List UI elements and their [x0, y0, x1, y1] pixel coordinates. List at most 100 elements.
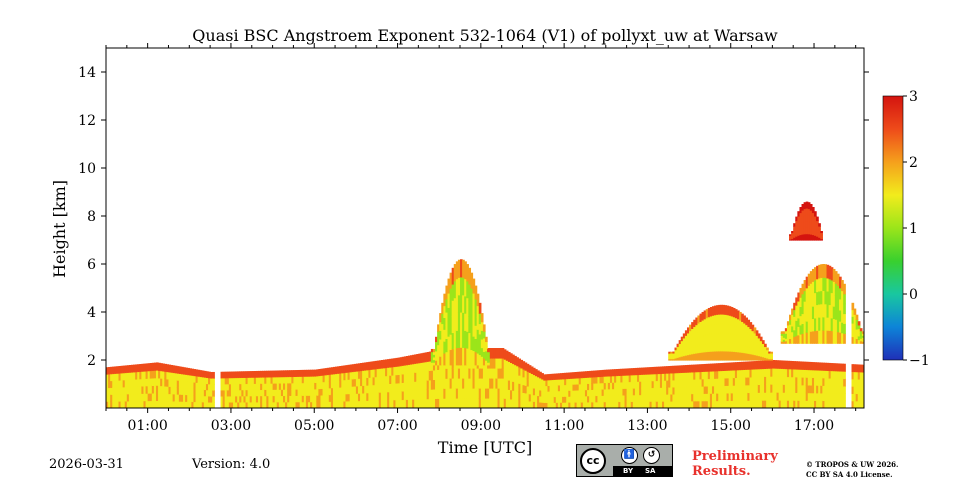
heatmap-cell	[634, 401, 638, 408]
heatmap-cell	[809, 331, 813, 344]
heatmap-cell	[591, 370, 594, 378]
heatmap-cell	[776, 400, 780, 408]
heatmap-cell	[172, 379, 176, 388]
heatmap-cell	[312, 388, 315, 396]
heatmap-cell	[736, 351, 740, 361]
heatmap-cell	[478, 302, 482, 314]
heatmap-cell	[501, 368, 505, 379]
heatmap-cell	[378, 368, 382, 377]
heatmap-cell	[811, 377, 815, 386]
heatmap-cell	[420, 353, 424, 363]
heatmap-cell	[701, 351, 705, 361]
heatmap-cell	[310, 395, 313, 403]
heatmap-cell	[714, 385, 717, 394]
heatmap-cell	[820, 392, 823, 402]
heatmap-cell	[241, 377, 245, 385]
heatmap-cell	[745, 377, 748, 386]
heatmap-cell	[509, 389, 513, 400]
heatmap-cell	[859, 335, 863, 339]
heatmap-cell	[595, 389, 599, 397]
heatmap-cell	[201, 376, 205, 384]
heatmap-cell	[607, 395, 611, 403]
heatmap-cell	[693, 364, 696, 373]
heatmap-cell	[774, 376, 778, 385]
heatmap-cell	[680, 386, 684, 395]
heatmap-cell	[343, 372, 347, 381]
heatmap-cell	[751, 330, 755, 338]
heatmap-cell	[426, 398, 430, 408]
heatmap-cell	[768, 392, 771, 401]
heatmap-cell	[203, 383, 207, 391]
heatmap-cell	[720, 314, 723, 324]
heatmap-cell	[861, 393, 864, 402]
heatmap-cell	[645, 387, 649, 396]
heatmap-cell	[853, 320, 857, 327]
heatmap-cell	[799, 392, 803, 401]
heatmap-cell	[470, 288, 474, 304]
heatmap-cell	[757, 333, 761, 339]
heatmap-cell	[516, 382, 519, 392]
heatmap-cell	[445, 325, 449, 339]
heatmap-cell	[805, 233, 809, 241]
heatmap-cell	[691, 322, 694, 330]
heatmap-cell	[564, 390, 567, 397]
heatmap-cell	[441, 333, 444, 345]
heatmap-cell	[335, 394, 338, 402]
heatmap-cell	[759, 392, 763, 401]
heatmap-cell	[195, 375, 199, 383]
heatmap-cell	[410, 390, 413, 400]
heatmap-cell	[528, 365, 532, 373]
heatmap-cell	[814, 385, 817, 394]
heatmap-cell	[401, 356, 405, 366]
heatmap-cell	[239, 401, 242, 408]
heatmap-cell	[818, 226, 821, 230]
heatmap-cell	[736, 369, 740, 378]
heatmap-cell	[726, 305, 730, 316]
heatmap-cell	[570, 372, 574, 379]
heatmap-cell	[509, 371, 513, 382]
heatmap-cell	[553, 385, 557, 392]
heatmap-cell	[818, 228, 821, 233]
heatmap-cell	[672, 386, 676, 395]
heatmap-cell	[435, 355, 438, 361]
heatmap-cell	[726, 332, 730, 343]
heatmap-cell	[853, 371, 857, 380]
heatmap-cell	[422, 362, 426, 372]
heatmap-cell	[795, 312, 798, 321]
heatmap-cell	[811, 229, 815, 236]
heatmap-cell	[482, 358, 486, 366]
heatmap-cell	[626, 394, 630, 402]
heatmap-cell	[453, 388, 457, 399]
heatmap-cell	[855, 393, 859, 402]
heatmap-cell	[789, 237, 792, 239]
heatmap-cell	[822, 370, 826, 379]
heatmap-cell	[784, 400, 788, 408]
heatmap-cell	[780, 335, 784, 338]
heatmap-cell	[759, 368, 763, 378]
heatmap-cell	[389, 399, 392, 408]
heatmap-cell	[151, 370, 155, 379]
heatmap-cell	[828, 400, 832, 408]
heatmap-cell	[268, 401, 272, 408]
heatmap-cell	[795, 236, 798, 241]
heatmap-cell	[106, 374, 109, 382]
heatmap-cell	[320, 394, 324, 403]
heatmap-cell	[568, 372, 571, 379]
heatmap-cell	[726, 323, 730, 334]
heatmap-cell	[662, 401, 665, 408]
heatmap-cell	[753, 343, 757, 350]
heatmap-cell	[226, 389, 230, 397]
heatmap-cell	[707, 325, 711, 335]
heatmap-cell	[730, 307, 734, 317]
heatmap-cell	[730, 377, 734, 386]
heatmap-cell	[287, 376, 290, 384]
heatmap-cell	[589, 383, 592, 391]
heatmap-cell	[139, 378, 143, 387]
heatmap-cell	[614, 382, 617, 390]
heatmap-cell	[462, 259, 465, 278]
heatmap-cell	[770, 400, 773, 408]
heatmap-cell	[843, 378, 846, 387]
heatmap-cell	[270, 395, 274, 403]
heatmap-cell	[205, 389, 209, 397]
heatmap-cell	[114, 394, 118, 402]
